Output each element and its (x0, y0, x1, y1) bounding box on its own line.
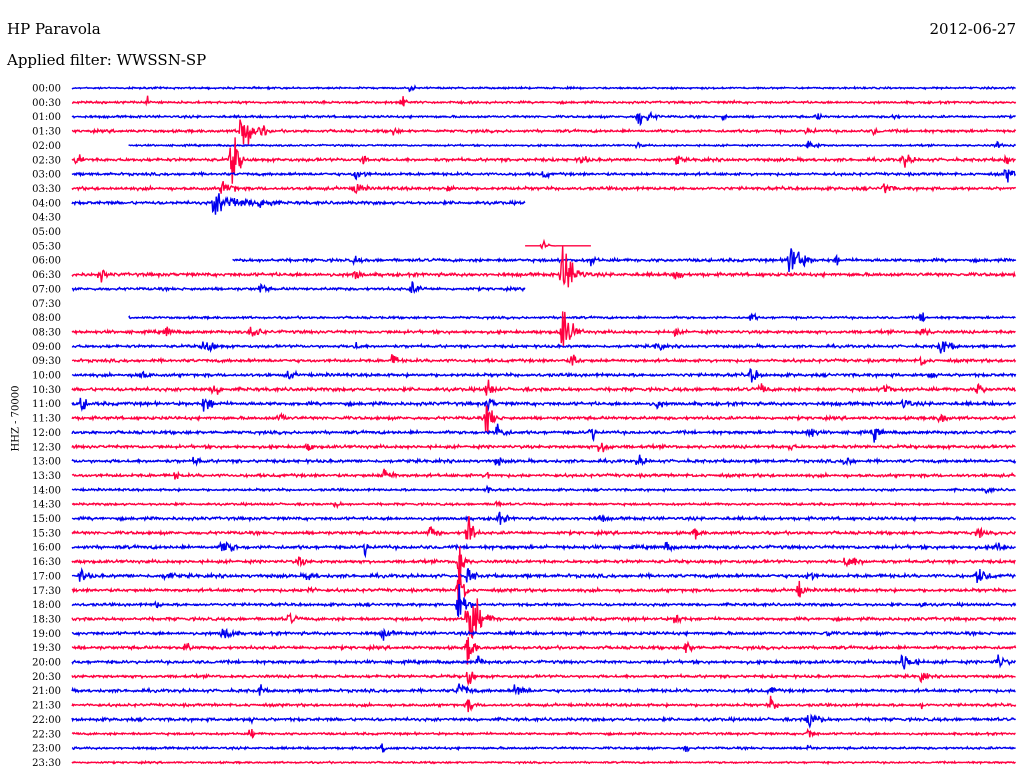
trace-line (71, 555, 1017, 611)
trace-line (71, 484, 1016, 495)
time-tick-label: 04:30 (32, 213, 61, 224)
time-tick-label: 14:30 (32, 500, 61, 511)
time-tick-label: 20:30 (32, 672, 61, 683)
time-tick-label: 04:00 (32, 198, 61, 209)
trace-line (71, 671, 1016, 687)
time-tick-label: 21:30 (32, 701, 61, 712)
time-tick-label: 16:00 (32, 543, 61, 554)
time-tick-label: 17:00 (32, 571, 61, 582)
time-tick-label: 22:30 (32, 729, 61, 740)
time-tick-label: 13:30 (32, 471, 61, 482)
trace-line (525, 238, 591, 250)
trace-line (71, 454, 1017, 467)
trace-line (232, 248, 1017, 273)
time-tick-label: 03:00 (32, 170, 61, 181)
trace-line (71, 759, 1016, 766)
trace-line (71, 397, 1017, 412)
time-tick-label: 11:30 (32, 414, 61, 425)
trace-line (71, 281, 526, 295)
time-tick-label: 01:00 (32, 112, 61, 123)
trace-line (71, 546, 1016, 581)
trace-line (71, 137, 1017, 184)
trace-line (71, 654, 1017, 670)
filter-label: Applied filter: WWSSN-SP (7, 51, 207, 69)
trace-line (71, 540, 1017, 559)
time-tick-label: 07:30 (32, 299, 61, 310)
trace-line (128, 140, 1017, 150)
time-tick-label: 10:30 (32, 385, 61, 396)
time-tick-label: 16:30 (32, 557, 61, 568)
trace-line (71, 405, 1016, 433)
time-tick-label: 03:30 (32, 184, 61, 195)
time-tick-label: 08:30 (32, 327, 61, 338)
trace-line (71, 354, 1017, 366)
trace-line (71, 311, 1016, 347)
time-tick-label: 09:30 (32, 356, 61, 367)
time-tick-label: 23:30 (32, 758, 61, 769)
time-tick-label: 06:00 (32, 256, 61, 267)
trace-line (71, 95, 1017, 107)
trace-line (71, 637, 1017, 665)
date-label: 2012-06-27 (929, 20, 1016, 38)
station-title: HP Paravola (7, 20, 101, 38)
trace-line (71, 683, 1016, 696)
trace-line (71, 727, 1016, 739)
time-tick-label: 13:00 (32, 457, 61, 468)
trace-line (71, 598, 1017, 640)
trace-line (71, 379, 1017, 396)
trace-line (128, 312, 1016, 323)
trace-line (71, 468, 1016, 480)
trace-line (71, 627, 1017, 641)
trace-line (71, 193, 526, 215)
time-tick-label: 15:00 (32, 514, 61, 525)
trace-line (71, 84, 1016, 93)
time-tick-label: 02:30 (32, 155, 61, 166)
trace-line (71, 511, 1017, 525)
time-tick-label: 21:00 (32, 686, 61, 697)
trace-line (71, 110, 1017, 127)
time-tick-label: 19:00 (32, 629, 61, 640)
trace-line (71, 567, 1016, 583)
trace-line (71, 515, 1017, 540)
time-tick-label: 12:30 (32, 442, 61, 453)
time-tick-label: 12:00 (32, 428, 61, 439)
time-tick-label: 15:30 (32, 528, 61, 539)
time-tick-label: 10:00 (32, 371, 61, 382)
time-tick-label: 05:30 (32, 241, 61, 252)
time-tick-label: 14:00 (32, 485, 61, 496)
trace-line (71, 119, 1017, 145)
trace-line (71, 367, 1017, 383)
time-tick-label: 18:00 (32, 600, 61, 611)
time-tick-label: 07:00 (32, 284, 61, 295)
time-tick-label: 17:30 (32, 586, 61, 597)
trace-line (71, 713, 1017, 729)
trace-line (71, 500, 1017, 510)
time-tick-labels: 00:00 00:30 01:00 01:30 02:00 02:30 03:00 03:30… (32, 84, 61, 769)
time-tick-label: 02:00 (32, 141, 61, 152)
trace-line (71, 341, 1017, 354)
time-tick-label: 00:00 (32, 84, 61, 95)
time-tick-label: 00:30 (32, 98, 61, 109)
trace-line (71, 743, 1016, 753)
seismic-traces (71, 84, 1017, 766)
time-tick-label: 09:00 (32, 342, 61, 353)
time-tick-label: 11:00 (32, 399, 61, 410)
trace-line (71, 695, 1017, 713)
time-tick-label: 06:30 (32, 270, 61, 281)
trace-line (71, 442, 1016, 453)
time-tick-label: 22:00 (32, 715, 61, 726)
trace-line (71, 169, 1017, 183)
trace-line (71, 423, 1017, 443)
trace-line (71, 584, 1017, 618)
time-tick-label: 01:30 (32, 127, 61, 138)
time-tick-label: 19:30 (32, 643, 61, 654)
time-tick-label: 18:30 (32, 614, 61, 625)
time-tick-label: 05:00 (32, 227, 61, 238)
time-tick-label: 23:00 (32, 744, 61, 755)
time-tick-label: 20:00 (32, 658, 61, 669)
trace-line (71, 180, 1017, 195)
time-tick-label: 08:00 (32, 313, 61, 324)
trace-line (71, 245, 1016, 288)
